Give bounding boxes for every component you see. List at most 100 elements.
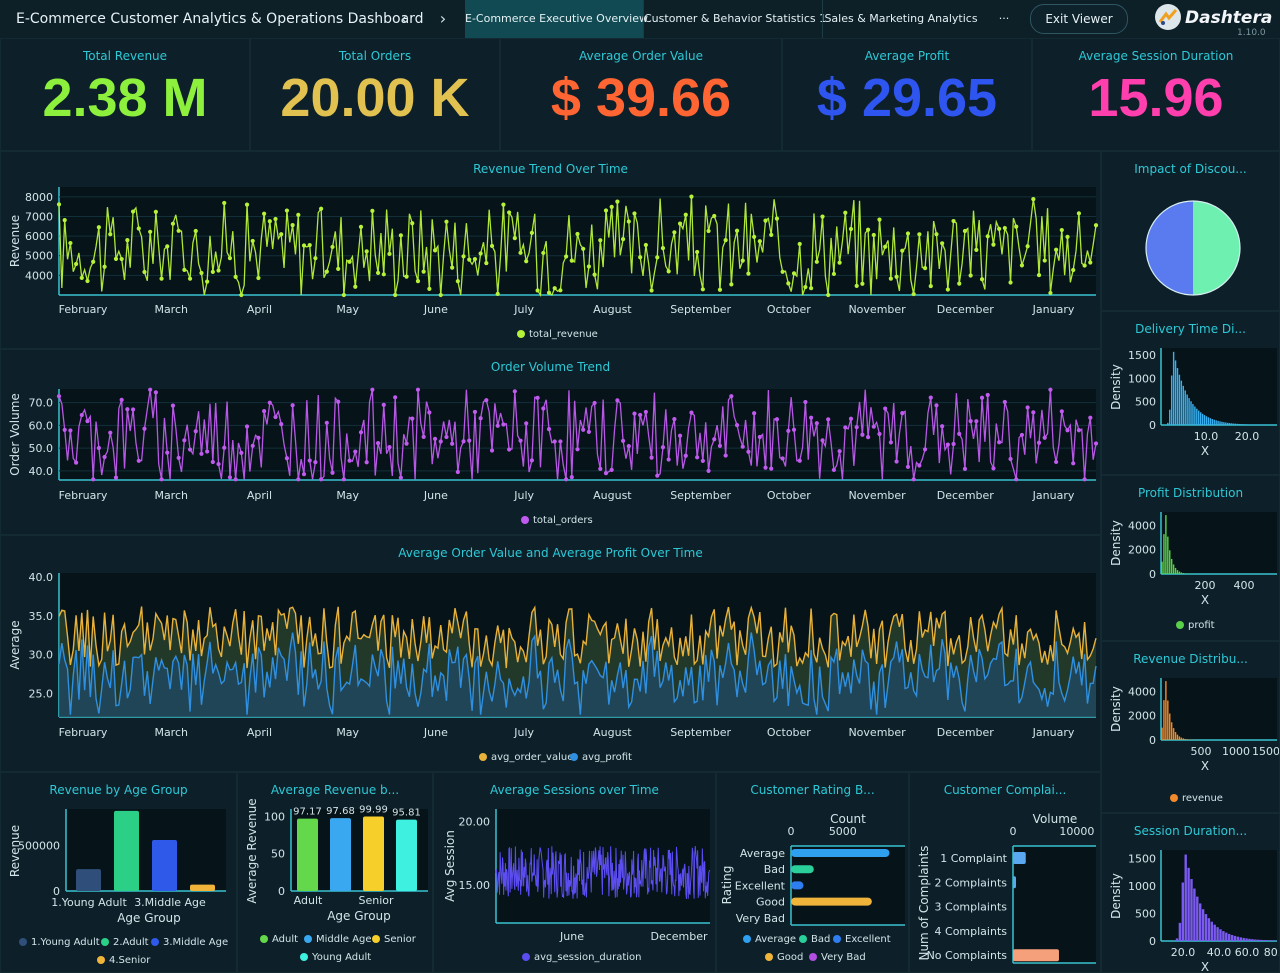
- legend-item[interactable]: Average: [743, 934, 796, 945]
- axis-label: X: [1201, 593, 1209, 607]
- legend-item[interactable]: profit: [1176, 620, 1215, 631]
- category-tick: 3.Middle Age: [134, 896, 206, 909]
- data-point: [415, 387, 421, 392]
- histogram-bar: [1221, 421, 1223, 425]
- legend-item[interactable]: 4.Senior: [97, 955, 150, 966]
- legend-label: total_orders: [533, 515, 593, 526]
- data-point: [489, 448, 495, 453]
- histogram-bar: [1180, 572, 1183, 574]
- legend-item[interactable]: Middle Age: [304, 934, 372, 945]
- data-point: [1054, 459, 1059, 465]
- data-point: [290, 223, 295, 228]
- chevron-left-icon[interactable]: ‹: [400, 9, 408, 28]
- data-point: [239, 292, 244, 298]
- revenue-histogram[interactable]: 0 2000 4000 500 1000 1500 X Density: [1102, 642, 1280, 813]
- legend-item[interactable]: Excellent: [833, 934, 891, 945]
- profit-histogram[interactable]: 0 2000 4000 200 400 X Density: [1102, 476, 1280, 641]
- data-point: [865, 227, 871, 232]
- exit-viewer-button[interactable]: Exit Viewer: [1030, 4, 1128, 34]
- data-point: [176, 228, 181, 233]
- histogram-bar: [1190, 879, 1193, 941]
- legend-item[interactable]: Young Adult: [300, 952, 371, 963]
- data-point: [1065, 428, 1070, 433]
- month-tick: April: [247, 489, 272, 502]
- order-volume-chart[interactable]: 40.0 50.0 60.0 70.0 Order Volume February Marc…: [1, 350, 1101, 535]
- data-point: [108, 430, 113, 435]
- data-point: [905, 231, 911, 236]
- legend-item[interactable]: total_orders: [521, 515, 593, 526]
- avg-revenue-chart[interactable]: 0 50 100 97.17 97.68 99.99 95.81 Adult Senior Age…: [238, 773, 433, 973]
- discount-impact-panel: Impact of Discou...: [1101, 151, 1280, 311]
- data-point: [803, 399, 808, 405]
- legend-item[interactable]: 3.Middle Age: [151, 937, 228, 948]
- data-point: [313, 460, 318, 465]
- data-point: [985, 234, 990, 239]
- tab-sales-marketing[interactable]: Sales & Marketing Analytics: [824, 12, 978, 25]
- legend-item[interactable]: revenue: [1170, 793, 1223, 804]
- legend-item[interactable]: Very Bad: [809, 952, 866, 963]
- tick-label: 10000: [1059, 825, 1094, 838]
- aov-profit-chart[interactable]: 25.0 30.0 35.0 40.0 Average February March Apri…: [1, 536, 1101, 772]
- app-title: E-Commerce Customer Analytics & Operatio…: [16, 11, 424, 27]
- axis-label: Order Volume: [8, 393, 22, 476]
- data-point: [478, 416, 483, 421]
- data-point: [210, 269, 215, 274]
- legend-dot: [97, 956, 105, 964]
- legend-dot: [101, 938, 109, 946]
- data-point: [148, 387, 153, 392]
- data-point: [233, 274, 238, 279]
- chevron-right-icon[interactable]: ›: [439, 9, 447, 28]
- legend-item[interactable]: Good: [765, 952, 803, 963]
- data-point: [689, 410, 694, 415]
- data-point: [341, 292, 346, 298]
- data-point: [1031, 196, 1036, 202]
- tab-divider: [822, 0, 823, 38]
- legend-item[interactable]: Bad: [799, 934, 830, 945]
- histogram-bar: [1180, 380, 1183, 425]
- avg-sessions-chart[interactable]: 15.00 20.00 June December Avg Session: [434, 773, 716, 973]
- legend-item[interactable]: Adult: [260, 934, 298, 945]
- month-tick: April: [247, 303, 272, 316]
- legend-item[interactable]: total_revenue: [517, 329, 598, 340]
- session-duration-panel: Session Duration... 0 500 1000 1500 20.0 40.0…: [1101, 813, 1280, 973]
- data-point: [922, 447, 928, 452]
- session-histogram[interactable]: 0 500 1000 1500 20.0 40.060.0 80.0 X Density: [1102, 814, 1280, 973]
- delivery-histogram[interactable]: 0 500 1000 1500 10.0 20.0 X Density: [1102, 312, 1280, 475]
- data-point: [837, 449, 842, 454]
- data-point: [581, 246, 586, 251]
- data-point: [79, 412, 84, 418]
- discount-pie-chart[interactable]: [1102, 152, 1280, 311]
- legend-item[interactable]: avg_profit: [570, 752, 632, 763]
- data-point: [643, 242, 648, 248]
- data-point: [564, 477, 569, 482]
- data-point: [706, 228, 711, 234]
- tab-executive-overview[interactable]: E-Commerce Executive Overview: [465, 0, 648, 38]
- data-point: [119, 256, 124, 262]
- revenue-by-age-chart[interactable]: 0 500000 1.Young Adult 3.Middle Age Age Grou…: [1, 773, 237, 973]
- legend-item[interactable]: avg_order_value: [479, 752, 573, 763]
- histogram-bar: [1204, 914, 1208, 941]
- legend-item[interactable]: Senior: [372, 934, 416, 945]
- more-tabs-icon[interactable]: ···: [998, 12, 1010, 25]
- data-point: [267, 219, 272, 224]
- data-point: [865, 435, 871, 440]
- histogram-bar: [1217, 420, 1219, 425]
- chart-title: Impact of Discou...: [1134, 162, 1247, 176]
- legend-item[interactable]: avg_session_duration: [522, 952, 642, 963]
- tab-customer-behavior[interactable]: Customer & Behavior Statistics 1: [644, 12, 827, 25]
- data-point: [364, 460, 369, 465]
- order-volume-panel: Order Volume Trend 40.0 50.0 60.0 70.0 Order…: [0, 349, 1101, 535]
- legend-item[interactable]: 2.Adult: [101, 937, 149, 948]
- chart-title: Delivery Time Di...: [1135, 322, 1246, 336]
- tick-label: 500: [1135, 907, 1156, 920]
- month-tick: October: [767, 489, 811, 502]
- data-point: [415, 279, 421, 284]
- data-point: [1054, 247, 1059, 252]
- legend-item[interactable]: 1.Young Adult: [19, 937, 100, 948]
- legend-label: Good: [777, 952, 804, 963]
- axis-label: Age Group: [327, 909, 391, 923]
- data-point: [125, 237, 130, 243]
